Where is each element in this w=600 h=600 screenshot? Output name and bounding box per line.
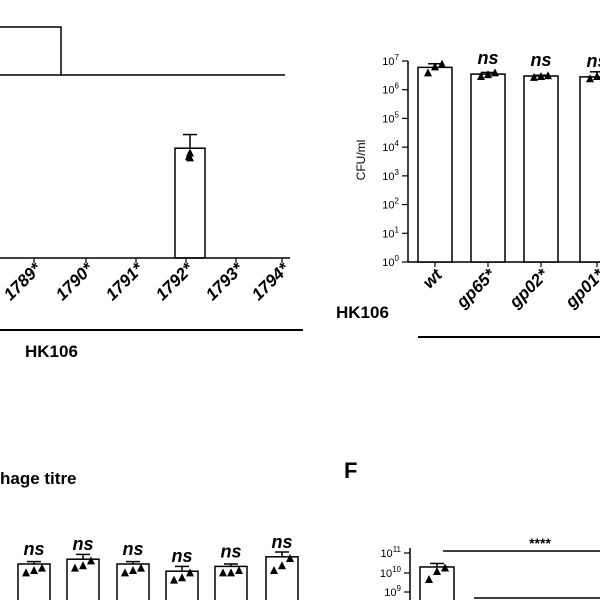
chart-c-annotation-2: ns [122,539,143,559]
chart-c-annotation-3: ns [171,546,192,566]
chart-c-annotation-0: ns [23,539,44,559]
chart-b-group-label: HK106 [336,303,389,322]
chart-b-bar-1 [470,73,506,263]
chart-c-point-3-0 [170,575,178,584]
chart-f: F 1011 1010 109 **** [344,458,600,600]
chart-a-tick-label-3: 1792* [152,258,198,304]
chart-b-tick-label-2: gp02* [505,264,553,312]
chart-a-tick-label-0: 1789* [0,258,46,304]
chart-b-y-label: CFU/ml [354,140,368,181]
chart-c-point-5-2 [286,554,294,562]
chart-a-tick-label-1: 1790* [52,258,98,304]
chart-b-y-tick-label-1: 101 [382,225,399,240]
chart-c-point-3-1 [178,573,186,582]
chart-b-point-0-1 [431,62,439,71]
chart-c-point-4-1 [227,568,235,577]
chart-b-bar-0 [417,66,453,263]
chart-b-point-2-2 [544,71,552,80]
chart-b-annotation-1: ns [477,48,498,68]
chart-c-point-1-0 [71,563,79,572]
chart-f-y-tick-label-0: 1011 [380,545,401,560]
chart-b-y-tick-label-4: 104 [382,139,399,154]
chart-c-point-5-0 [270,566,278,574]
chart-c-title: hage titre [0,469,77,488]
chart-b-bars: ns ns ns [417,48,600,263]
chart-b-y-tick-label-0: 100 [382,254,399,269]
chart-c-point-5-1 [278,561,286,570]
chart-b-point-0-0 [424,68,432,77]
chart-b-point-1-1 [484,70,492,79]
chart-c-annotation-1: ns [72,534,93,554]
chart-f-point-0-0 [425,574,433,583]
chart-c-point-2-0 [121,568,129,577]
chart-a-tick-label-5: 1794* [248,258,294,304]
chart-c-point-0-2 [38,563,46,572]
chart-a-point-3-2 [186,148,194,157]
chart-c-point-2-1 [129,566,137,574]
chart-f-point-0-1 [433,566,441,575]
chart-c-point-1-2 [87,556,95,565]
chart-b-y-ticks: 100 101 102 103 104 105 106 107 [382,53,408,269]
chart-c-point-4-0 [219,568,227,577]
chart-b-tick-label-3: gp01* [561,264,600,312]
chart-c-point-4-2 [235,566,243,574]
chart-a-bracket [0,26,62,75]
chart-f-significance: **** [529,535,551,551]
chart-c-annotation-5: ns [271,532,292,552]
chart-b-point-1-2 [491,68,499,77]
chart-c-point-0-1 [30,566,38,574]
chart-f-y-ticks: 1011 1010 109 [380,545,410,599]
chart-b-point-0-2 [438,59,446,68]
chart-c-point-1-1 [79,561,87,570]
chart-b-annotation-3: ns [586,51,600,71]
chart-b-y-tick-label-3: 103 [382,168,399,183]
chart-a-tick-label-2: 1791* [102,258,148,304]
chart-a: 1789* 1790* 1791* 1792* 1793* 1794* HK106 [0,26,303,361]
chart-c-bars: ns ns ns ns ns ns [17,532,299,600]
chart-b-point-1-0 [477,72,485,81]
chart-c-point-3-2 [186,568,194,577]
chart-c-point-0-0 [22,568,30,577]
panel-label-f: F [344,458,357,483]
chart-f-bars [419,562,455,600]
chart-b-annotation-2: ns [530,50,551,70]
chart-b-y-tick-label-7: 107 [382,53,399,68]
chart-b-y-tick-label-2: 102 [382,197,399,212]
chart-c: hage titre ns ns ns ns ns ns [0,469,299,600]
chart-b-point-2-1 [537,72,545,81]
chart-a-group-label: HK106 [25,342,78,361]
chart-c-point-2-2 [137,563,145,572]
chart-b-y-tick-label-5: 105 [382,110,399,125]
chart-a-bars [174,133,206,259]
chart-b-bar-2 [523,75,559,263]
chart-f-y-tick-label-1: 1010 [380,565,402,580]
chart-b-y-tick-label-6: 106 [382,82,399,97]
chart-a-x-ticks: 1789* 1790* 1791* 1792* 1793* 1794* [0,258,294,304]
chart-b-tick-label-0: wt [419,264,447,292]
chart-b-point-3-1 [593,72,600,81]
chart-a-bar-3 [174,147,206,259]
chart-b-tick-label-1: gp65* [452,264,500,312]
chart-b-point-3-0 [586,74,594,83]
chart-f-point-0-2 [441,563,449,572]
chart-b: CFU/ml 100 101 102 103 104 105 106 107 ns ns ns w… [336,48,600,338]
chart-c-annotation-4: ns [220,541,241,561]
chart-b-x-ticks: wt gp65* gp02* gp01* [419,262,600,312]
chart-a-tick-label-4: 1793* [202,258,248,304]
chart-f-y-tick-label-2: 109 [384,584,401,599]
chart-b-point-2-0 [530,72,538,81]
chart-b-bar-3 [579,76,600,263]
